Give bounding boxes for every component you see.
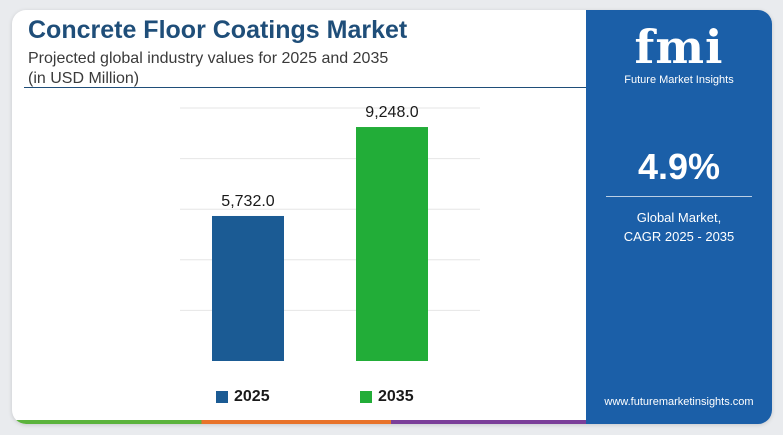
cagr-label-line-2: CAGR 2025 - 2035 xyxy=(623,229,735,244)
chart-bars xyxy=(212,127,428,361)
legend-swatch-2025 xyxy=(216,391,228,403)
legend-item-2025: 2025 xyxy=(216,386,270,408)
subtitle-line-1: Projected global industry values for 202… xyxy=(28,50,389,67)
bar-2035 xyxy=(356,127,428,361)
chart-legend: 2025 2035 xyxy=(212,386,472,408)
bar-chart: 5,732.0 9,248.0 xyxy=(180,104,480,361)
cagr-label-line-1: Global Market, xyxy=(636,210,722,225)
legend-label-2025: 2025 xyxy=(234,388,270,405)
value-label-2035: 9,248.0 xyxy=(365,104,418,121)
subtitle-line-2: (in USD Million) xyxy=(28,70,140,87)
fmi-logo: fmi xyxy=(634,20,724,74)
chart-title: Concrete Floor Coatings Market xyxy=(28,16,408,44)
header-divider xyxy=(24,87,586,88)
infographic-card: Concrete Floor Coatings Market Projected… xyxy=(12,10,772,424)
legend-label-2035: 2035 xyxy=(378,388,414,405)
footer-color-bar xyxy=(12,420,586,424)
chart-subtitle: Projected global industry values for 202… xyxy=(28,49,508,89)
cagr-label: Global Market, CAGR 2025 - 2035 xyxy=(586,208,772,246)
value-label-2025: 5,732.0 xyxy=(221,193,274,210)
website-link[interactable]: www.futuremarketinsights.com xyxy=(604,396,754,408)
logo-subtext: Future Market Insights xyxy=(624,74,734,86)
side-panel: fmi Future Market Insights 4.9% Global M… xyxy=(586,10,772,424)
legend-item-2035: 2035 xyxy=(360,386,414,408)
cagr-value: 4.9% xyxy=(637,146,721,187)
chart-value-labels: 5,732.0 9,248.0 xyxy=(221,104,418,210)
bar-2025 xyxy=(212,215,284,361)
legend-swatch-2035 xyxy=(360,391,372,403)
panel-divider xyxy=(606,196,752,197)
